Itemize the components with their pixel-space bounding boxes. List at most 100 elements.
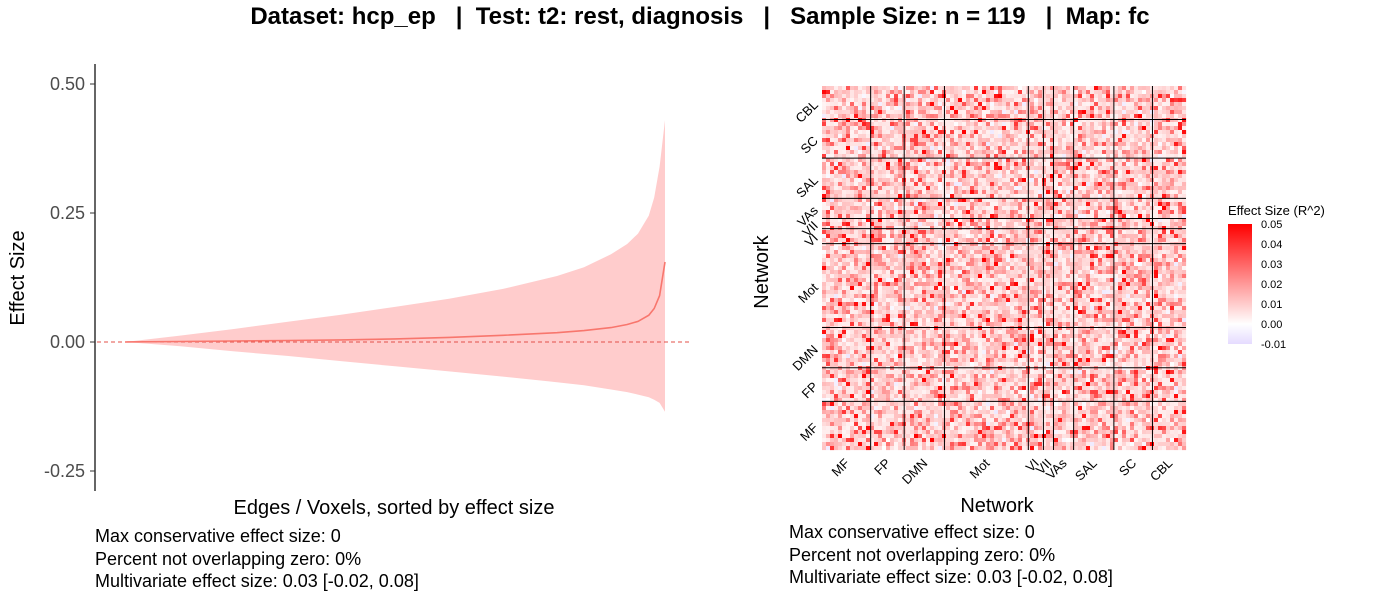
heatmap-cell <box>1038 98 1043 103</box>
heatmap-cell <box>1114 90 1119 95</box>
heatmap-cell <box>1158 198 1163 203</box>
heatmap-cell <box>838 102 843 107</box>
heatmap-cell <box>1122 210 1127 215</box>
heatmap-cell <box>834 246 839 251</box>
heatmap-cell <box>1154 270 1159 275</box>
heatmap-cell <box>986 234 991 239</box>
heatmap-cell <box>910 294 915 299</box>
heatmap-cell <box>1034 230 1039 235</box>
heatmap-cell <box>1034 118 1039 123</box>
heatmap-cell <box>878 290 883 295</box>
heatmap-cell <box>978 222 983 227</box>
heatmap-cell <box>1086 158 1091 163</box>
heatmap-cell <box>1134 126 1139 131</box>
heatmap-cell <box>1050 274 1055 279</box>
heatmap-cell <box>1098 118 1103 123</box>
heatmap-cell <box>1126 194 1131 199</box>
heatmap-cell <box>974 166 979 171</box>
heatmap-cell <box>1130 146 1135 151</box>
heatmap-cell <box>1114 254 1119 259</box>
heatmap-cell <box>1094 262 1099 267</box>
heatmap-cell <box>998 190 1003 195</box>
heatmap-cell <box>1134 110 1139 115</box>
heatmap-cell <box>1046 202 1051 207</box>
heatmap-cell <box>1006 174 1011 179</box>
heatmap-cell <box>918 214 923 219</box>
heatmap-cell <box>930 238 935 243</box>
heatmap-cell <box>1066 214 1071 219</box>
heatmap-cell <box>850 102 855 107</box>
heatmap-cell <box>1002 130 1007 135</box>
heatmap-cell <box>1170 114 1175 119</box>
heatmap-cell <box>1042 258 1047 263</box>
heatmap-cell <box>918 150 923 155</box>
heatmap-cell <box>1006 246 1011 251</box>
heatmap-cell <box>930 174 935 179</box>
heatmap-cell <box>1142 170 1147 175</box>
heatmap-cell <box>1050 226 1055 231</box>
heatmap-cell <box>918 86 923 91</box>
heatmap-cell <box>1106 110 1111 115</box>
heatmap-cell <box>834 98 839 103</box>
heatmap-cell <box>1002 290 1007 295</box>
heatmap-cell <box>830 262 835 267</box>
heatmap-cell <box>1170 226 1175 231</box>
heatmap-cell <box>882 102 887 107</box>
heatmap-cell <box>1162 98 1167 103</box>
heatmap-cell <box>890 114 895 119</box>
heatmap-cell <box>934 266 939 271</box>
heatmap-cell <box>970 182 975 187</box>
heatmap-cell <box>878 158 883 163</box>
heatmap-cell <box>1078 302 1083 307</box>
heatmap-cell <box>1134 222 1139 227</box>
heatmap-cell <box>958 234 963 239</box>
heatmap-cell <box>1006 98 1011 103</box>
heatmap-cell <box>958 302 963 307</box>
heatmap-cell <box>994 158 999 163</box>
heatmap-cell <box>1162 238 1167 243</box>
heatmap-cell <box>1134 198 1139 203</box>
heatmap-cell <box>910 138 915 143</box>
heatmap-cell <box>950 110 955 115</box>
heatmap-cell <box>970 174 975 179</box>
heatmap-cell <box>1146 246 1151 251</box>
heatmap-cell <box>986 170 991 175</box>
heatmap-cell <box>854 262 859 267</box>
heatmap-cell <box>822 130 827 135</box>
heatmap-cell <box>962 214 967 219</box>
heatmap-cell <box>954 174 959 179</box>
heatmap-cell <box>822 110 827 115</box>
heatmap-cell <box>1162 90 1167 95</box>
heatmap-cell <box>830 118 835 123</box>
heatmap-cell <box>974 298 979 303</box>
heatmap-cell <box>1126 294 1131 299</box>
heatmap-cell <box>918 274 923 279</box>
heatmap-cell <box>1130 162 1135 167</box>
heatmap-cell <box>1122 130 1127 135</box>
heatmap-cell <box>1146 298 1151 303</box>
heatmap-cell <box>862 94 867 99</box>
heatmap-cell <box>998 194 1003 199</box>
heatmap-cell <box>1070 274 1075 279</box>
heatmap-cell <box>846 86 851 91</box>
heatmap-cell <box>870 274 875 279</box>
heatmap-cell <box>946 182 951 187</box>
heatmap-cell <box>890 294 895 299</box>
heatmap-cell <box>878 266 883 271</box>
heatmap-cell <box>966 266 971 271</box>
heatmap-cell <box>1042 302 1047 307</box>
heatmap-cell <box>1018 198 1023 203</box>
heatmap-cell <box>882 158 887 163</box>
heatmap-cell <box>1158 262 1163 267</box>
heatmap-cell <box>1022 262 1027 267</box>
heatmap-cell <box>1094 186 1099 191</box>
heatmap-cell <box>1174 214 1179 219</box>
heatmap-cell <box>946 162 951 167</box>
heatmap-cell <box>886 166 891 171</box>
heatmap-cell <box>886 278 891 283</box>
heatmap-cell <box>866 94 871 99</box>
heatmap-cell <box>982 90 987 95</box>
heatmap-cell <box>1046 182 1051 187</box>
heatmap-cell <box>1114 110 1119 115</box>
heatmap-cell <box>1166 122 1171 127</box>
